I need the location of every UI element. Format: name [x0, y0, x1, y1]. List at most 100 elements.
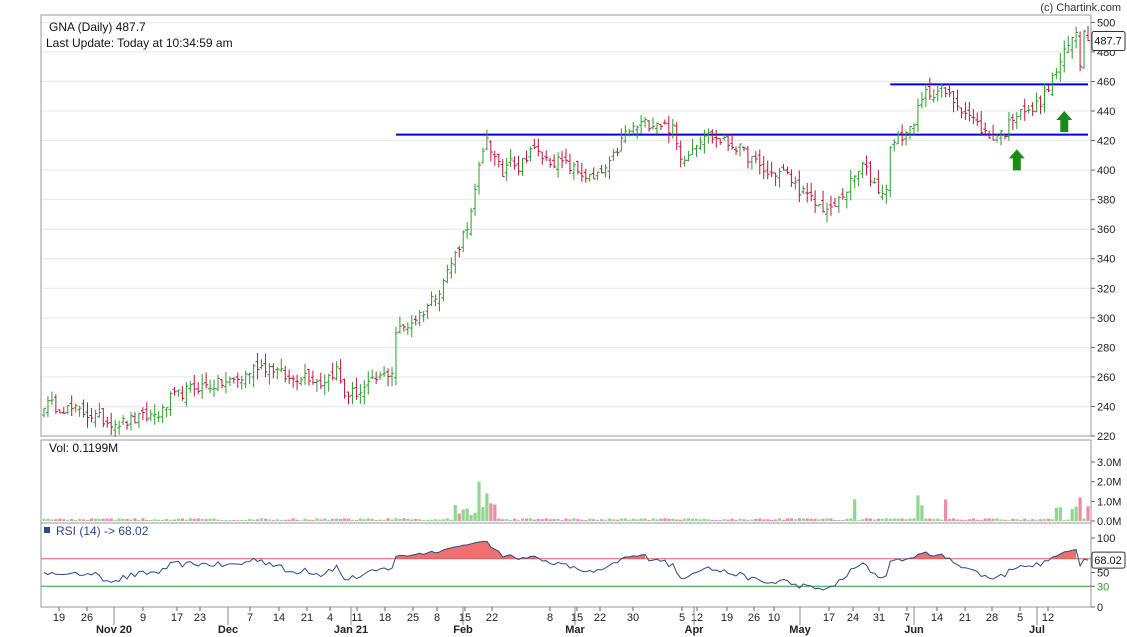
price-bar [393, 326, 398, 386]
volume-bar [481, 507, 485, 521]
volume-bar [489, 503, 493, 521]
price-bar [777, 167, 782, 188]
volume-bar [505, 519, 509, 521]
volume-bar [532, 519, 536, 521]
volume-bar [639, 518, 643, 521]
price-bar [896, 131, 901, 145]
price-bar [1046, 85, 1051, 93]
volume-bar [283, 519, 287, 521]
price-bar [536, 138, 541, 157]
price-bar [1070, 37, 1075, 59]
price-bar [318, 372, 323, 390]
volume-bar [540, 519, 544, 521]
price-bar [188, 380, 193, 393]
price-bar [219, 378, 224, 389]
price-bar [433, 294, 438, 307]
volume-bar [89, 518, 94, 521]
volume-bar [892, 518, 896, 521]
price-bar [619, 128, 624, 152]
volume-bar [864, 518, 869, 521]
volume-bar [999, 519, 1003, 521]
volume-bar [944, 499, 948, 521]
price-bar [726, 133, 731, 152]
price-bar [57, 409, 62, 414]
volume-bar [358, 518, 362, 521]
price-bar [89, 407, 94, 423]
volume-bar [548, 519, 552, 521]
volume-bar [635, 519, 639, 521]
volume-bar [928, 518, 932, 521]
volume-bar [1054, 507, 1058, 521]
price-bar [647, 120, 652, 132]
volume-bar [204, 519, 208, 521]
volume-bar [536, 518, 540, 521]
price-bar [85, 402, 90, 428]
price-tick-label: 460 [1097, 76, 1115, 88]
volume-bar [62, 519, 66, 521]
volume-bar [556, 518, 560, 521]
x-day-label: 15 [459, 612, 471, 624]
price-bar [1054, 67, 1059, 80]
price-bar [508, 148, 513, 168]
price-bar [453, 251, 458, 274]
volume-bar [244, 520, 248, 521]
x-day-label: 18 [379, 612, 391, 624]
price-bar [164, 407, 169, 418]
price-bar [366, 371, 371, 395]
volume-bar [797, 518, 801, 521]
volume-bar [338, 519, 343, 521]
volume-bar [180, 518, 185, 521]
price-bar [488, 140, 493, 162]
price-bar [144, 401, 149, 422]
volume-bar [726, 519, 730, 521]
volume-bar [485, 493, 489, 521]
copyright-text: (c) Chartink.com [1040, 2, 1121, 14]
price-bar [1042, 83, 1047, 113]
price-bar [259, 359, 264, 370]
price-bar [694, 144, 699, 157]
price-bar [959, 107, 964, 119]
price-bar [200, 374, 205, 399]
rsi-panel-frame [40, 522, 1092, 608]
volume-bar [829, 518, 833, 521]
price-bar [346, 391, 351, 405]
x-day-label: 4 [327, 612, 333, 624]
price-bar [480, 147, 485, 164]
price-bar [390, 366, 394, 387]
volume-bar [817, 519, 821, 521]
price-bar [741, 146, 746, 152]
price-bar [152, 404, 157, 425]
x-day-label: 31 [873, 612, 885, 624]
volume-bar [117, 518, 121, 521]
price-bar [825, 202, 829, 223]
price-tick-label: 500 [1097, 17, 1115, 29]
price-bar [951, 91, 956, 113]
volume-bar [168, 519, 173, 521]
chart-title: GNA (Daily) 487.7 [49, 20, 146, 34]
price-tick-label: 360 [1097, 224, 1115, 236]
price-bar [401, 324, 406, 332]
volume-bar [611, 519, 616, 521]
volume-bar [560, 520, 564, 521]
volume-bar [105, 518, 109, 521]
price-bar [105, 416, 110, 428]
volume-bar [236, 520, 240, 521]
volume-bar [1058, 507, 1062, 521]
price-bar [714, 130, 719, 148]
price-bar [912, 123, 916, 136]
volume-bar [153, 519, 157, 521]
price-bar [757, 149, 762, 175]
volume-bar [141, 518, 145, 521]
x-day-label: 22 [486, 612, 498, 624]
volume-bar [331, 518, 335, 521]
price-bar [180, 385, 185, 401]
volume-bar [93, 518, 98, 521]
volume-bar [671, 518, 675, 521]
volume-bar [1015, 519, 1019, 521]
volume-bar [327, 519, 331, 521]
price-bar [271, 363, 276, 379]
volume-bar [718, 520, 722, 521]
price-bar [908, 125, 913, 140]
price-bar [184, 382, 189, 407]
price-bar [109, 412, 114, 436]
